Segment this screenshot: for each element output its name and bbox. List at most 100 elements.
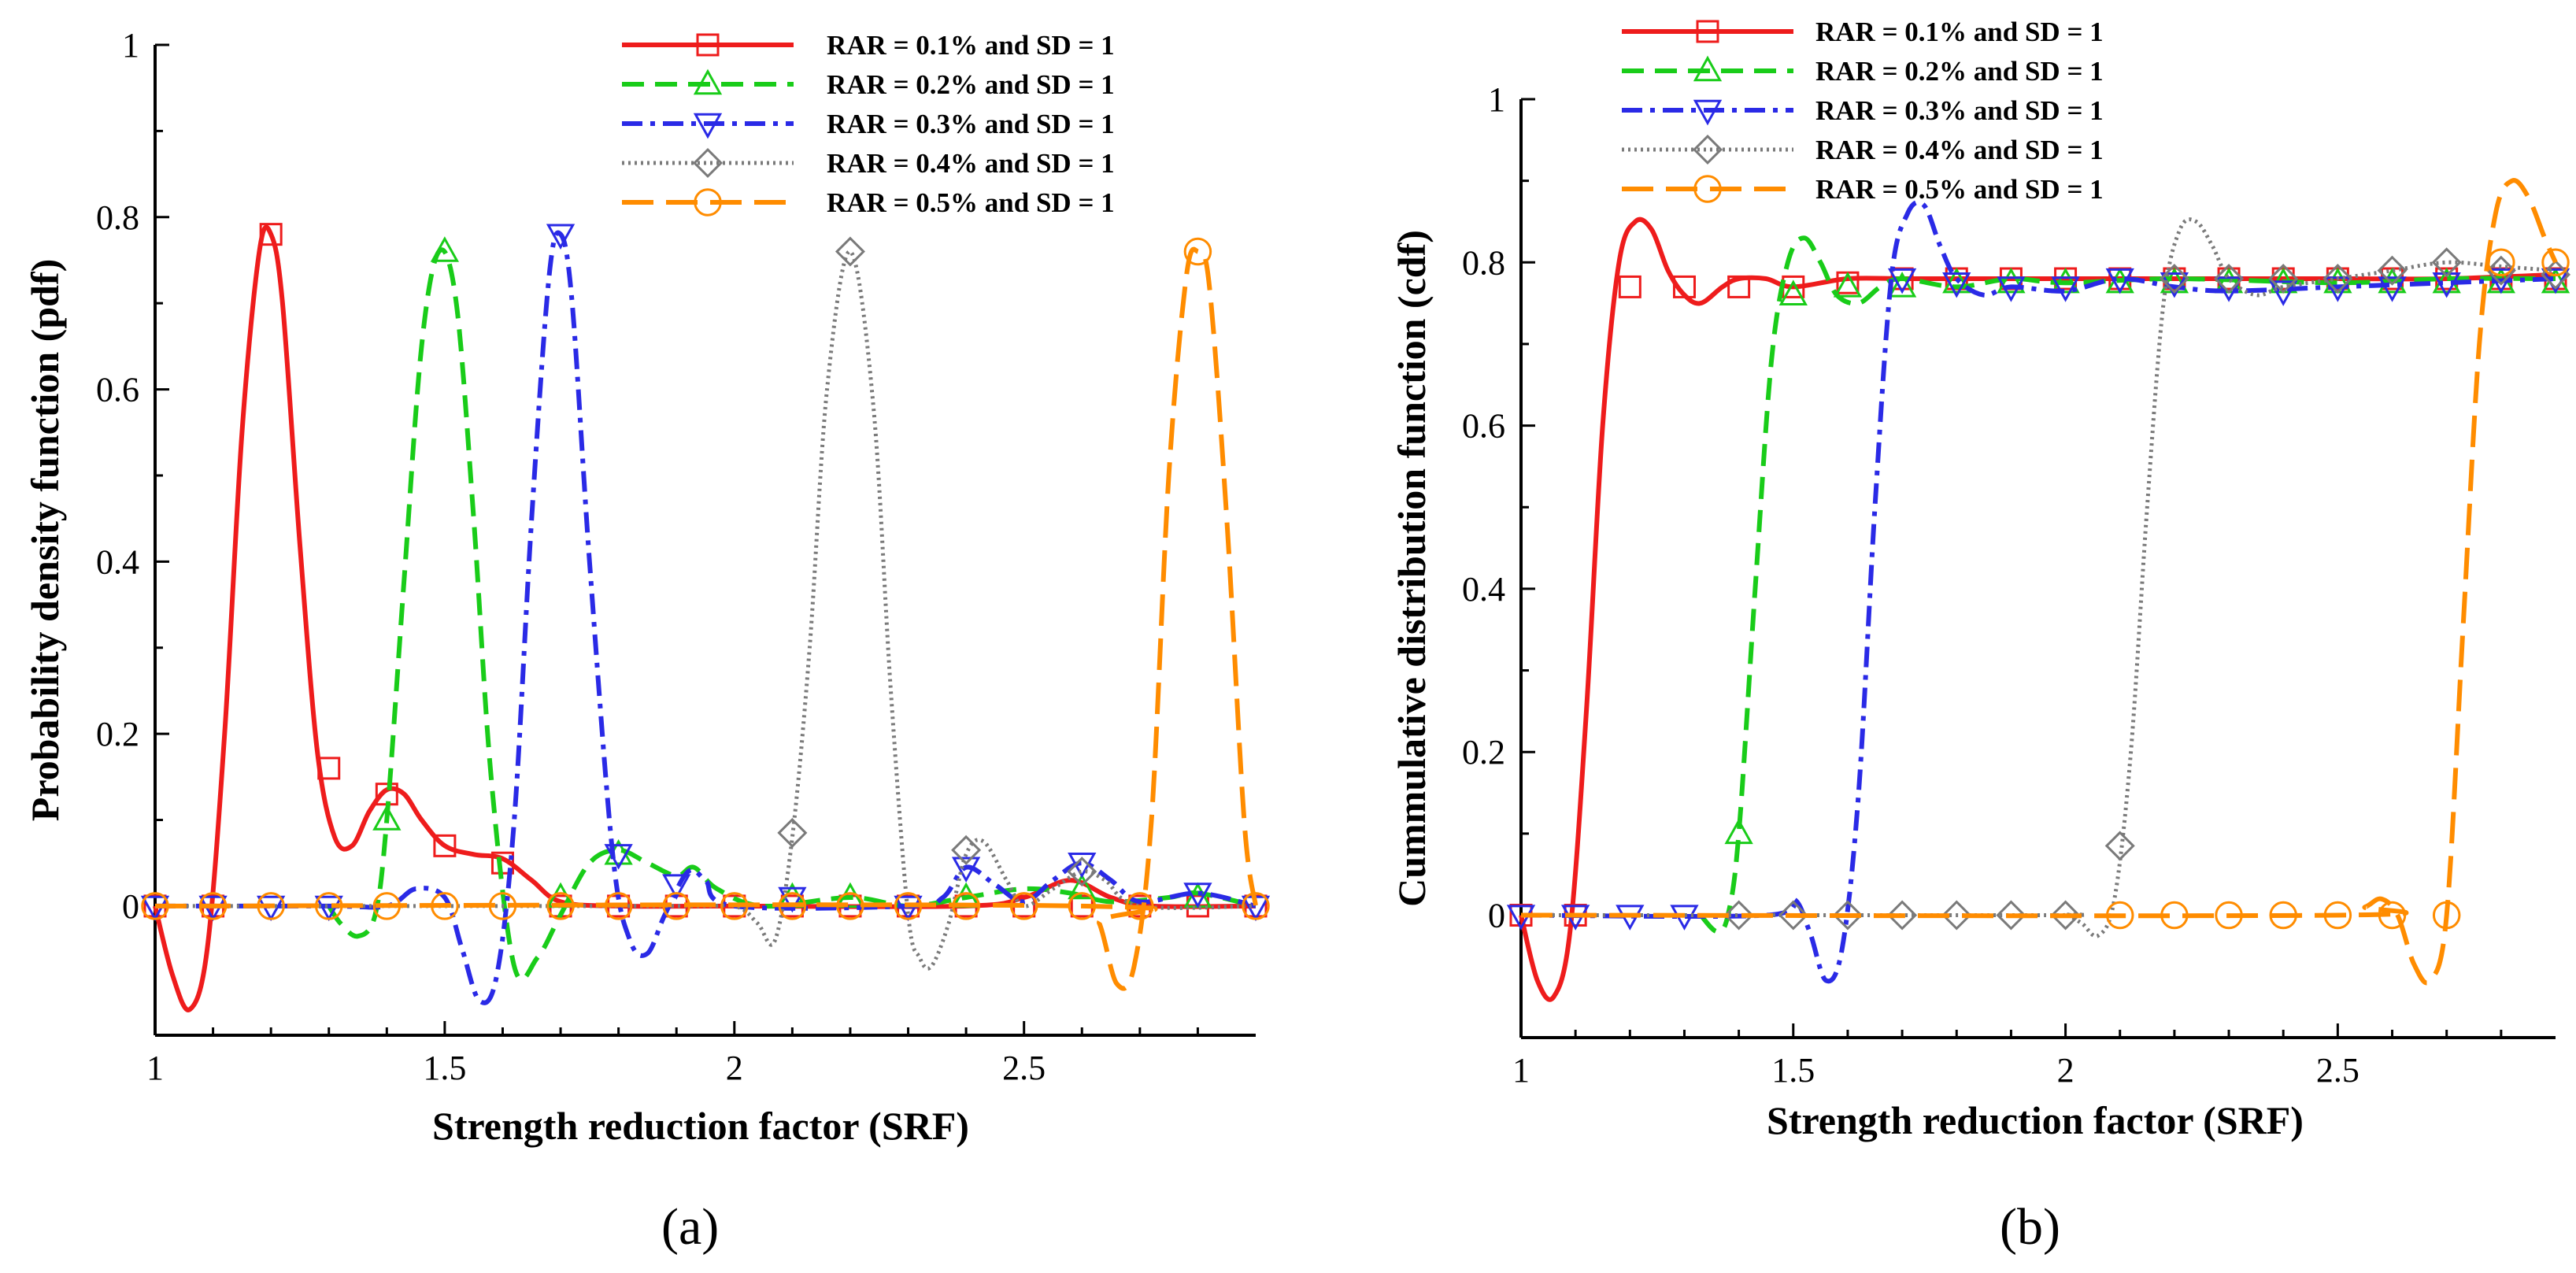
- data-point-b-4: [2268, 264, 2299, 294]
- data-point-a-5: [1068, 892, 1097, 920]
- legend-marker: [693, 113, 723, 139]
- data-point-a-3: [778, 886, 807, 913]
- series-a-1: [143, 223, 1268, 1012]
- series-line-b-1: [1519, 216, 2556, 1002]
- y-tick-label: 0.8: [1462, 243, 1505, 282]
- data-point-b-5: [2269, 901, 2297, 930]
- x-tick-label: 1: [146, 1049, 164, 1087]
- data-point-a-4: [951, 834, 982, 865]
- data-point-b-3: [1997, 276, 2026, 302]
- data-point-a-5: [141, 892, 169, 920]
- data-point-b-4: [1832, 900, 1863, 931]
- data-point-a-3: [894, 895, 923, 922]
- legend-label: RAR = 0.1% and SD = 1: [827, 30, 1115, 61]
- data-point-b-2: [1887, 272, 1917, 298]
- legend-marker: [1696, 20, 1719, 43]
- x-tick-label: 2.5: [2316, 1051, 2359, 1090]
- data-point-b-3: [2378, 276, 2407, 302]
- legend-label: RAR = 0.5% and SD = 1: [1815, 174, 2104, 205]
- series-b-4: [1520, 217, 2571, 938]
- data-point-b-2: [1997, 267, 2026, 294]
- data-point-a-4: [1067, 857, 1097, 887]
- legend-label: RAR = 0.4% and SD = 1: [827, 148, 1115, 179]
- data-point-a-4: [835, 236, 865, 267]
- legend-marker: [1693, 55, 1723, 82]
- data-point-a-3: [662, 874, 691, 900]
- data-point-a-4: [777, 817, 808, 848]
- series-line-a-3: [155, 230, 1257, 1005]
- x-axis-title: Strength reduction factor (SRF): [432, 1104, 969, 1148]
- y-tick-label: 0.2: [1462, 733, 1505, 772]
- y-tick-label: 1: [1488, 80, 1505, 119]
- data-point-b-2: [1942, 267, 1971, 294]
- series-a-3: [140, 224, 1271, 1005]
- data-point-b-4: [1887, 900, 1918, 931]
- data-point-b-5: [2160, 901, 2189, 930]
- data-point-a-5: [431, 892, 459, 920]
- y-axis-title: Probability density function (pdf): [23, 259, 67, 821]
- x-tick-label: 2.5: [1002, 1049, 1046, 1087]
- data-point-a-2: [430, 236, 460, 262]
- data-point-a-5: [488, 892, 517, 920]
- data-point-a-5: [546, 892, 575, 920]
- data-point-b-1: [1727, 275, 1751, 298]
- data-point-b-3: [2432, 272, 2461, 298]
- data-point-b-3: [2214, 276, 2244, 302]
- series-line-a-2: [327, 247, 1257, 983]
- x-tick-label: 1.5: [1771, 1051, 1815, 1090]
- legend-marker: [1693, 99, 1723, 126]
- series-a-2: [327, 236, 1257, 983]
- y-tick-label: 0.6: [96, 371, 139, 409]
- y-tick-label: 0.4: [1462, 570, 1505, 609]
- series-b-1: [1509, 216, 2567, 1002]
- data-point-a-5: [952, 892, 980, 920]
- data-point-b-4: [2377, 255, 2408, 286]
- data-point-b-5: [2323, 901, 2352, 930]
- data-point-b-1: [1672, 275, 1696, 298]
- panel-b-chart: 0 0.2 0.4 0.6 0.8 1 1 1.5 2 2.5 Strength reduction…: [1390, 17, 2571, 1256]
- legend-label: RAR = 0.2% and SD = 1: [827, 69, 1115, 100]
- series-line-a-4: [155, 249, 1257, 971]
- x-tick-label: 1.5: [423, 1049, 466, 1087]
- legend-marker: [694, 188, 722, 216]
- data-point-b-4: [2214, 264, 2245, 294]
- data-point-b-1: [1618, 275, 1641, 298]
- data-point-b-4: [1941, 900, 1972, 931]
- legend-label: RAR = 0.3% and SD = 1: [1815, 95, 2104, 126]
- y-tick-label: 0.4: [96, 542, 139, 581]
- legend-label: RAR = 0.4% and SD = 1: [1815, 135, 2104, 165]
- data-point-a-5: [1183, 237, 1212, 266]
- panel-a-chart: 0 0.2 0.4 0.6 0.8 1 1 1.5 2 2.5 Strength reduction…: [23, 26, 1271, 1256]
- legend-marker: [1692, 134, 1723, 165]
- data-point-a-5: [604, 892, 633, 920]
- data-point-a-5: [836, 892, 864, 920]
- data-point-b-4: [2322, 264, 2353, 294]
- legend-b: RAR = 0.1% and SD = 1 RAR = 0.2% and SD =…: [1622, 17, 2104, 205]
- data-point-a-5: [1126, 892, 1154, 920]
- data-point-b-5: [2378, 901, 2407, 930]
- data-point-a-2: [372, 805, 402, 831]
- y-tick-label: 0.6: [1462, 407, 1505, 446]
- y-axis-title: Cummulative distribution function (cdf): [1390, 230, 1434, 907]
- data-point-b-4: [2050, 900, 2081, 931]
- data-point-a-5: [257, 892, 285, 920]
- y-tick-label: 0.2: [96, 715, 139, 753]
- data-point-b-5: [2541, 248, 2570, 277]
- data-point-a-5: [662, 892, 690, 920]
- data-point-b-2: [1833, 272, 1863, 298]
- panel-label: (a): [661, 1198, 719, 1256]
- data-point-b-5: [2487, 248, 2515, 277]
- data-point-a-5: [720, 892, 749, 920]
- data-point-a-5: [778, 892, 807, 920]
- data-point-b-4: [2104, 831, 2135, 861]
- data-point-a-5: [198, 892, 228, 920]
- y-tick-label: 0.8: [96, 198, 139, 237]
- data-point-b-3: [2051, 276, 2080, 302]
- series-b-2: [1698, 235, 2570, 934]
- data-point-b-3: [2486, 268, 2515, 294]
- data-point-a-3: [546, 224, 576, 250]
- data-point-b-2: [2378, 267, 2407, 294]
- x-tick-label: 1: [1512, 1051, 1530, 1090]
- legend-label: RAR = 0.5% and SD = 1: [827, 187, 1115, 218]
